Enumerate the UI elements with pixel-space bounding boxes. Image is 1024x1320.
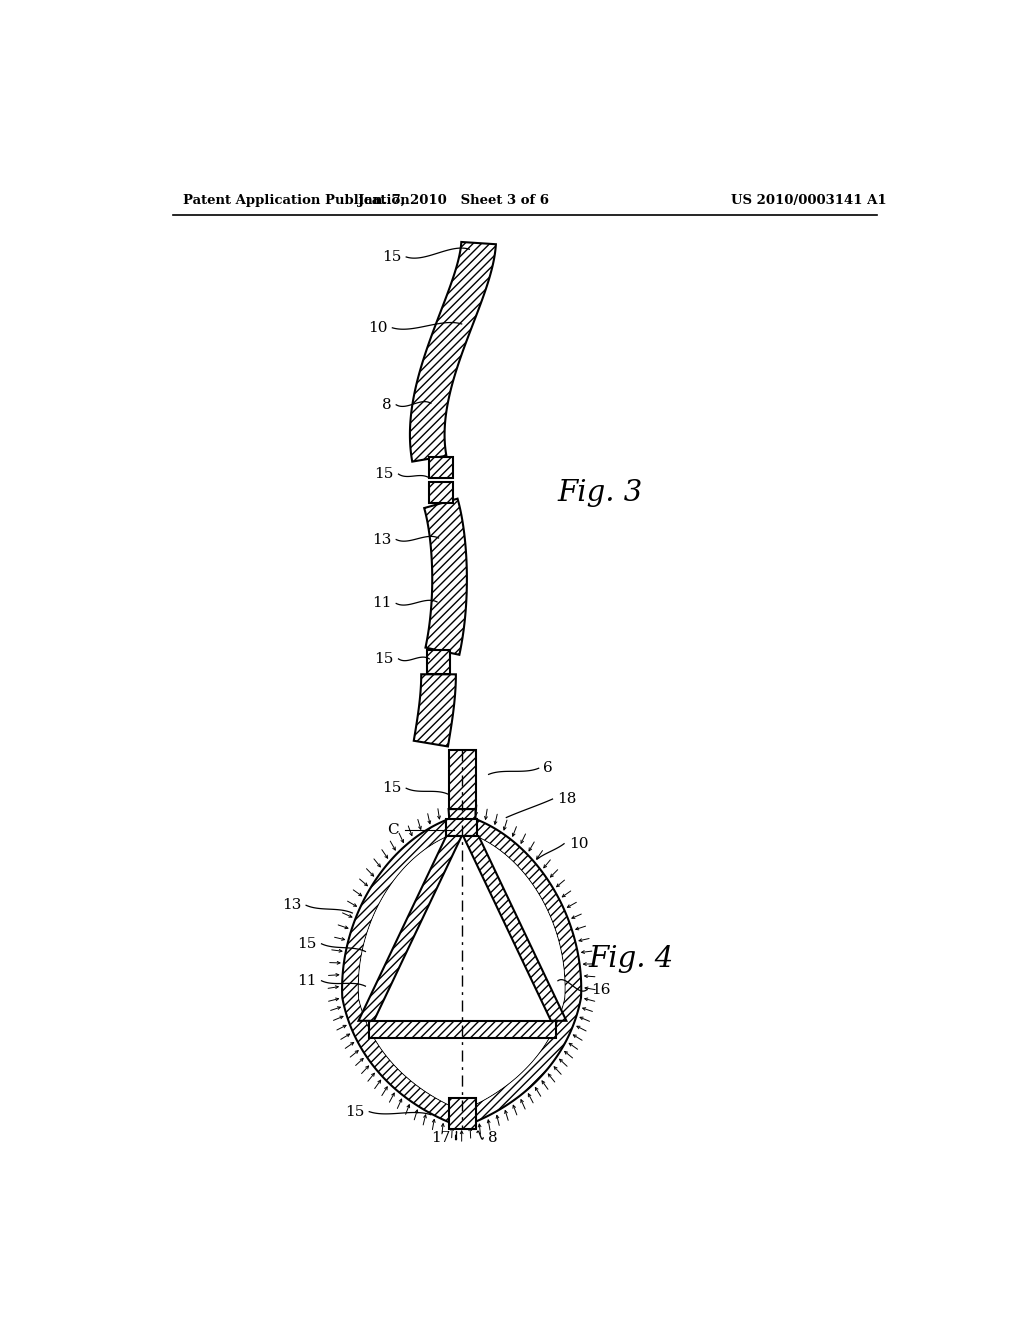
- Text: 11: 11: [372, 597, 391, 610]
- Text: 15: 15: [375, 467, 394, 480]
- Bar: [446, 818, 477, 836]
- Bar: [449, 750, 475, 809]
- Polygon shape: [424, 499, 467, 655]
- Polygon shape: [463, 836, 566, 1020]
- Text: 13: 13: [372, 532, 391, 546]
- Text: 8: 8: [382, 397, 391, 412]
- Bar: [449, 1098, 475, 1129]
- Text: 15: 15: [298, 937, 316, 950]
- Polygon shape: [414, 675, 456, 746]
- Text: Jan. 7, 2010   Sheet 3 of 6: Jan. 7, 2010 Sheet 3 of 6: [358, 194, 550, 207]
- Text: 15: 15: [382, 249, 401, 264]
- Polygon shape: [410, 242, 496, 462]
- Text: 10: 10: [369, 321, 388, 335]
- Polygon shape: [358, 836, 462, 1020]
- Text: Fig. 3: Fig. 3: [558, 479, 643, 507]
- Text: 17: 17: [431, 1131, 451, 1144]
- Text: Patent Application Publication: Patent Application Publication: [183, 194, 410, 207]
- Bar: [429, 457, 454, 478]
- Text: 15: 15: [345, 1105, 365, 1118]
- Text: 15: 15: [382, 781, 401, 795]
- Text: 10: 10: [568, 837, 588, 850]
- Bar: [370, 1020, 556, 1038]
- Text: 15: 15: [375, 652, 394, 665]
- Text: 11: 11: [297, 974, 316, 987]
- Polygon shape: [374, 837, 551, 1020]
- Bar: [427, 649, 451, 675]
- Text: 18: 18: [557, 792, 577, 807]
- Polygon shape: [342, 809, 582, 1127]
- Text: 6: 6: [544, 762, 553, 775]
- Text: 16: 16: [591, 983, 610, 997]
- Polygon shape: [358, 826, 564, 1110]
- Text: 8: 8: [487, 1131, 498, 1144]
- Text: Fig. 4: Fig. 4: [589, 945, 674, 973]
- Text: 13: 13: [283, 899, 301, 912]
- Polygon shape: [358, 826, 564, 1110]
- Text: C: C: [387, 822, 398, 837]
- Bar: [429, 482, 454, 503]
- Text: US 2010/0003141 A1: US 2010/0003141 A1: [731, 194, 887, 207]
